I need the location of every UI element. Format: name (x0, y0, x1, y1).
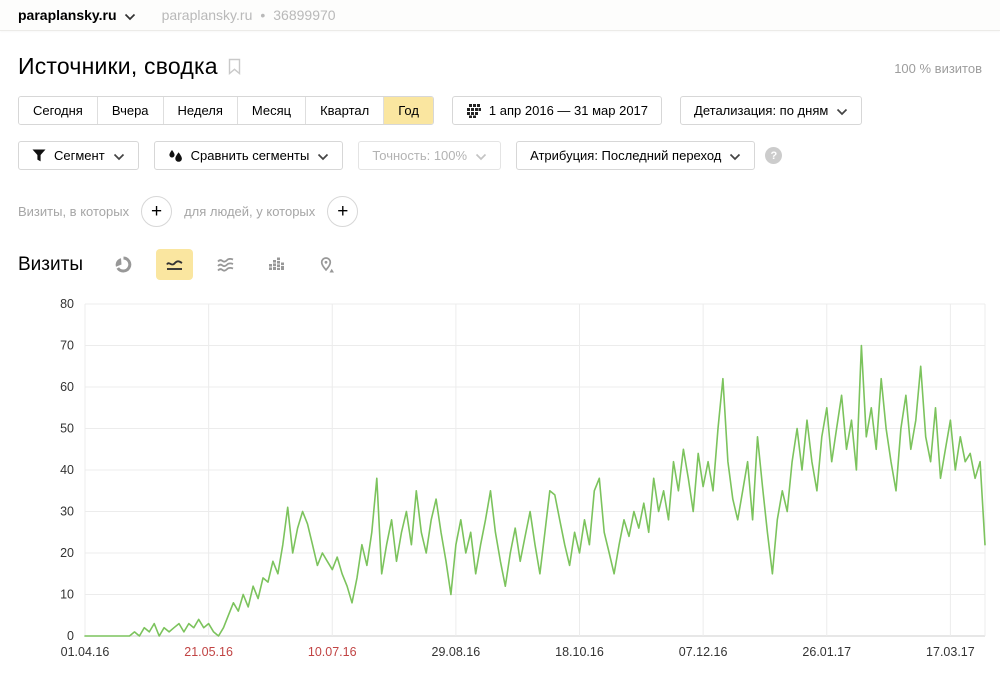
compare-segments-label: Сравнить сегменты (190, 148, 310, 163)
svg-text:01.04.16: 01.04.16 (61, 645, 110, 659)
funnel-icon (32, 149, 46, 162)
line-chart-icon[interactable] (155, 249, 193, 280)
detalization-label: Детализация: по дням (694, 103, 829, 118)
accuracy-label: Точность: 100% (372, 148, 468, 163)
period-tab-month[interactable]: Месяц (237, 97, 307, 124)
svg-text:26.01.17: 26.01.17 (802, 645, 851, 659)
map-pin-icon[interactable] (309, 249, 346, 280)
chevron-down-icon (729, 149, 741, 164)
topbar: paraplansky.ru paraplansky.ru • 36899970 (0, 0, 1000, 31)
svg-text:17.03.17: 17.03.17 (926, 645, 975, 659)
counter-separator: • (260, 7, 266, 23)
period-row: Сегодня Вчера Неделя Месяц Квартал Год 1… (18, 96, 982, 125)
stacked-waves-icon[interactable] (207, 249, 244, 280)
svg-text:40: 40 (60, 463, 74, 477)
site-name: paraplansky.ru (18, 7, 117, 23)
period-tab-year[interactable]: Год (384, 97, 433, 124)
chevron-down-icon (836, 104, 848, 119)
filters-row: Визиты, в которых + для людей, у которых… (18, 196, 982, 227)
svg-text:21.05.16: 21.05.16 (184, 645, 233, 659)
bookmark-icon[interactable] (228, 58, 241, 78)
segment-dropdown[interactable]: Сегмент (18, 141, 139, 170)
chevron-down-icon (475, 149, 487, 164)
metric-row: Визиты (18, 249, 982, 280)
columns-chart-icon[interactable] (258, 249, 295, 280)
period-tab-quarter[interactable]: Квартал (306, 97, 385, 124)
counter-meta: paraplansky.ru • 36899970 (162, 7, 336, 23)
chevron-down-icon (317, 149, 329, 164)
segment-label: Сегмент (54, 148, 105, 163)
question-help-icon[interactable]: ? (765, 147, 783, 164)
period-tabs: Сегодня Вчера Неделя Месяц Квартал Год (18, 96, 434, 125)
calendar-grid-icon (466, 103, 481, 118)
svg-text:80: 80 (60, 297, 74, 311)
attribution-dropdown[interactable]: Атрибуция: Последний переход (516, 141, 756, 170)
detalization-dropdown[interactable]: Детализация: по дням (680, 96, 863, 125)
svg-text:10.07.16: 10.07.16 (308, 645, 357, 659)
svg-text:0: 0 (67, 629, 74, 643)
svg-text:20: 20 (60, 546, 74, 560)
visits-line-chart[interactable]: 0 10 20 30 40 50 60 70 80 01.04.16 21.05.16 10.07.1… (0, 294, 986, 669)
svg-text:29.08.16: 29.08.16 (432, 645, 481, 659)
svg-text:60: 60 (60, 380, 74, 394)
date-range-label: 1 апр 2016 — 31 мар 2017 (488, 103, 649, 118)
add-people-condition-button[interactable]: + (327, 196, 359, 227)
page-title: Источники, сводка (18, 53, 218, 79)
svg-text:50: 50 (60, 422, 74, 436)
visits-filter-label: Визиты, в которых (18, 204, 130, 219)
svg-text:70: 70 (60, 339, 74, 353)
svg-text:18.10.16: 18.10.16 (555, 645, 604, 659)
accuracy-dropdown: Точность: 100% (358, 141, 502, 170)
period-tab-week[interactable]: Неделя (163, 97, 238, 124)
counter-site: paraplansky.ru (161, 7, 253, 23)
date-range-button[interactable]: 1 апр 2016 — 31 мар 2017 (451, 96, 663, 125)
counter-id: 36899970 (273, 7, 336, 23)
visits-share-label: 100 % визитов (894, 61, 982, 76)
svg-text:30: 30 (60, 505, 74, 519)
metric-title: Визиты (18, 253, 83, 275)
svg-text:10: 10 (60, 588, 74, 602)
period-tab-yesterday[interactable]: Вчера (97, 97, 164, 124)
period-tab-today[interactable]: Сегодня (19, 97, 98, 124)
attribution-label: Атрибуция: Последний переход (530, 148, 722, 163)
chart-svg[interactable]: 0 10 20 30 40 50 60 70 80 01.04.16 21.05.16 10.07.1… (0, 294, 1000, 666)
title-row: Источники, сводка 100 % визитов (18, 53, 982, 80)
chevron-down-icon (124, 8, 136, 24)
compare-segments-dropdown[interactable]: Сравнить сегменты (153, 141, 344, 170)
chevron-down-icon (113, 149, 125, 164)
two-drops-icon (168, 149, 183, 163)
segment-row: Сегмент Сравнить сегменты Точность: 100% (18, 141, 982, 170)
add-visit-condition-button[interactable]: + (141, 196, 173, 227)
site-switcher[interactable]: paraplansky.ru (18, 6, 136, 24)
pie-chart-icon[interactable] (105, 249, 142, 280)
people-filter-label: для людей, у которых (184, 204, 316, 219)
svg-text:07.12.16: 07.12.16 (679, 645, 728, 659)
